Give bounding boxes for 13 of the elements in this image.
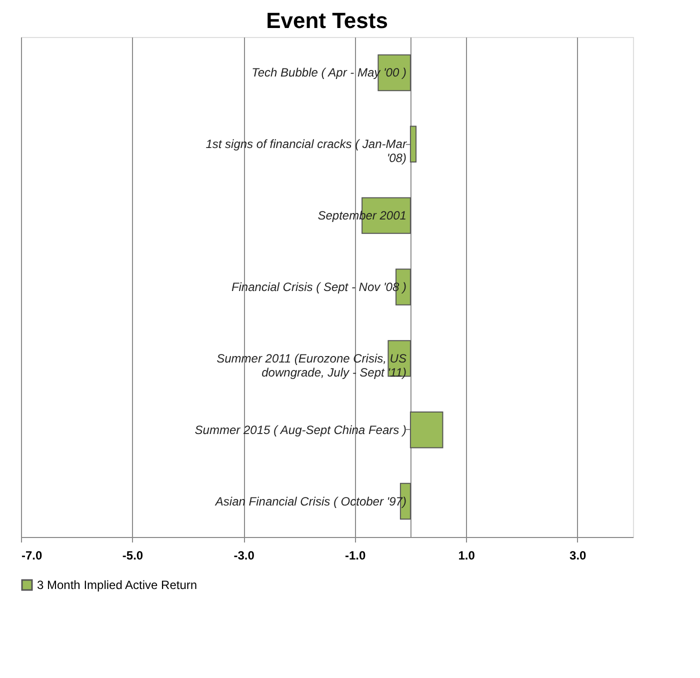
legend-label: 3 Month Implied Active Return [37, 578, 198, 592]
bar [410, 126, 417, 162]
y-tick-label: 1st signs of financial cracks ( Jan-Mar '08) [206, 137, 408, 166]
chart-title: Event Tests [266, 8, 388, 33]
x-tick-label: -5.0 [122, 548, 144, 562]
x-tick-label: 1.0 [458, 548, 476, 562]
y-tick-label: Summer 2011 (Eurozone Crisis, US downgrade, July - Sept '11) [216, 351, 406, 380]
y-tick-label: Summer 2015 ( Aug-Sept China Fears ) [194, 422, 406, 437]
x-tick-label: -7.0 [22, 548, 43, 562]
x-tick-label: -3.0 [234, 548, 255, 562]
x-tick-label: -1.0 [344, 548, 366, 562]
x-tick-label: 3.0 [570, 548, 587, 562]
bar [410, 412, 444, 448]
